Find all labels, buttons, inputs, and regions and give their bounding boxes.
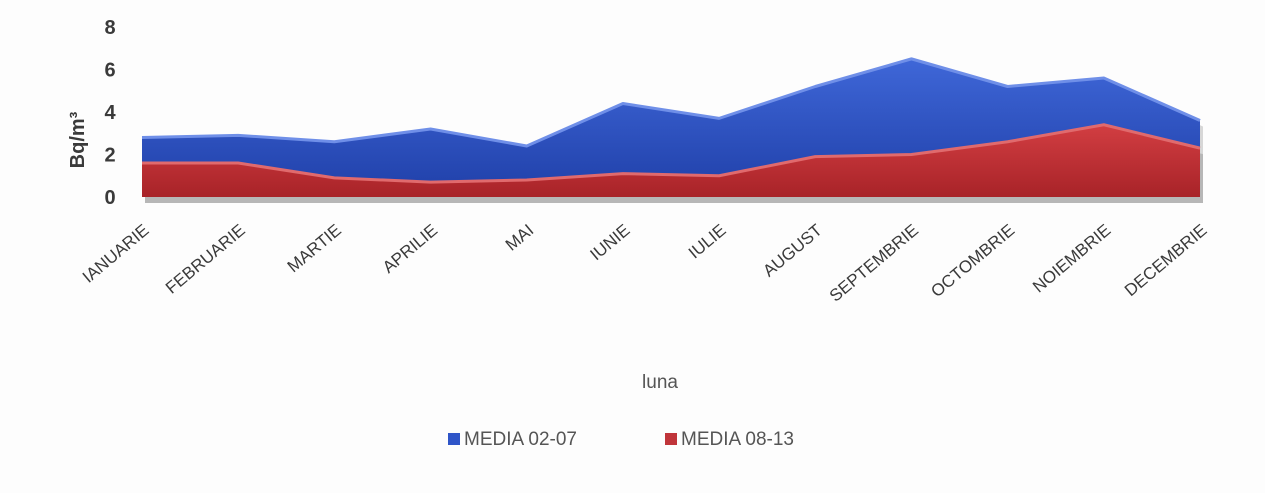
y-tick-label: 4 xyxy=(104,102,116,124)
x-tick-label: MAI xyxy=(502,221,537,255)
x-tick-label: AUGUST xyxy=(759,221,825,281)
legend-swatch-media-08-13 xyxy=(665,433,677,445)
x-tick-label: DECEMBRIE xyxy=(1121,221,1211,301)
x-tick-label: IULIE xyxy=(685,221,730,263)
y-tick-label: 2 xyxy=(104,145,115,167)
legend-label-media-02-07: MEDIA 02-07 xyxy=(464,429,577,450)
x-tick-label: APRILIE xyxy=(379,221,441,277)
area-edge-media-08-13 xyxy=(142,123,1201,184)
area-edge-media-02-07 xyxy=(141,57,1201,148)
x-tick-label: OCTOMBRIE xyxy=(927,221,1018,302)
x-axis-label: luna xyxy=(642,372,678,393)
legend-swatch-media-02-07 xyxy=(448,433,460,445)
x-tick-label: IANUARIE xyxy=(79,221,153,287)
legend-label-media-08-13: MEDIA 08-13 xyxy=(681,429,794,450)
x-tick-label: SEPTEMBRIE xyxy=(826,221,922,306)
y-tick-label: 6 xyxy=(104,60,115,82)
legend: MEDIA 02-07 MEDIA 08-13 xyxy=(448,429,794,450)
x-tick-label: MARTIE xyxy=(284,221,345,277)
y-tick-label: 8 xyxy=(104,17,115,39)
x-tick-label: IUNIE xyxy=(587,221,634,265)
area-media-08-13 xyxy=(142,124,1200,197)
y-tick-label: 0 xyxy=(104,187,115,209)
y-axis-label: Bq/m³ xyxy=(67,111,89,168)
x-tick-label: NOIEMBRIE xyxy=(1029,221,1114,297)
x-tick-label: FEBRUARIE xyxy=(162,221,249,298)
